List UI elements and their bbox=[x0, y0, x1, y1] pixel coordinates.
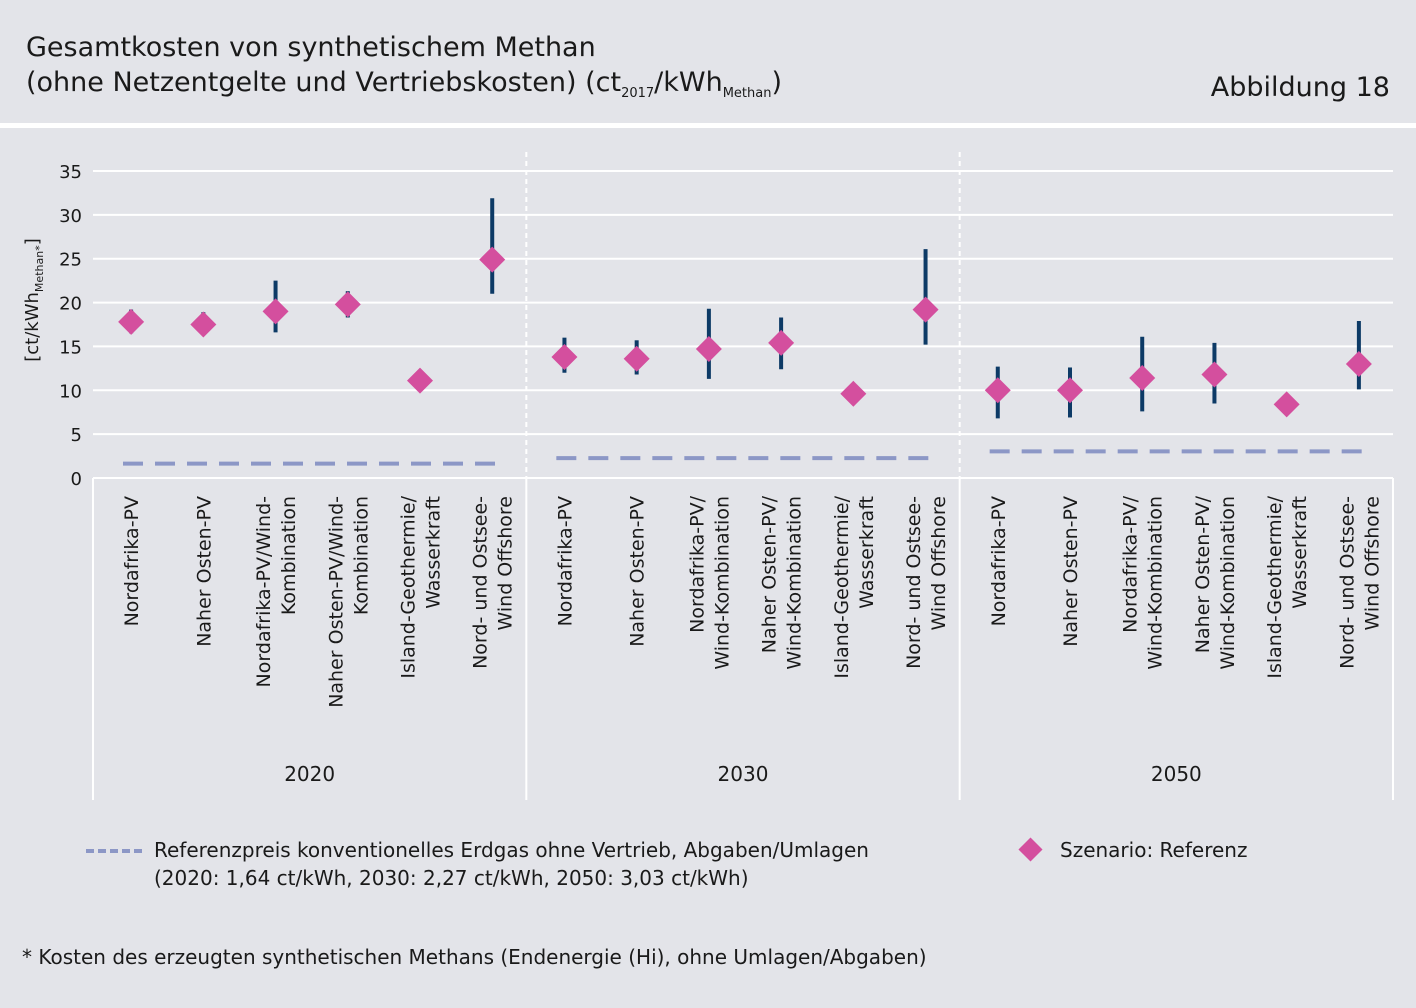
scenario-diamond bbox=[768, 329, 795, 356]
year-label: 2020 bbox=[284, 762, 335, 786]
title-line-2-main: (ohne Netzentgelte und Vertriebskosten) … bbox=[26, 67, 622, 98]
category-label: Island-Geothermie/Wasserkraft bbox=[831, 495, 878, 678]
title-line-2: (ohne Netzentgelte und Vertriebskosten) … bbox=[26, 65, 782, 111]
category-label: Nord- und Ostsee- Wind Offshore bbox=[470, 496, 517, 669]
year-label: 2050 bbox=[1151, 762, 1202, 786]
scenario-diamond bbox=[262, 298, 289, 325]
scenario-diamond bbox=[1273, 391, 1300, 418]
category-label: Naher Osten-PV bbox=[193, 496, 215, 647]
scenario-diamond bbox=[1057, 377, 1083, 404]
scenario-diamond bbox=[190, 311, 217, 338]
category-label: Naher Osten-PV/Wind-Kombination bbox=[759, 495, 806, 669]
chart-title: Gesamtkosten von synthetischem Methan (o… bbox=[26, 30, 782, 111]
category-label: Naher Osten-PV bbox=[627, 496, 649, 647]
category-label: Naher Osten-PV/Wind-Kombination bbox=[325, 496, 372, 708]
legend-reference-line-1: Referenzpreis konventionelles Erdgas ohn… bbox=[154, 838, 869, 862]
header-separator bbox=[0, 123, 1416, 128]
legend-reference-line-2: (2020: 1,64 ct/kWh, 2030: 2,27 ct/kWh, 2… bbox=[154, 866, 749, 890]
legend-scenario-label: Szenario: Referenz bbox=[1060, 838, 1248, 862]
category-label: Island-Geothermie/Wasserkraft bbox=[398, 495, 445, 678]
scenario-diamond bbox=[623, 345, 650, 372]
category-label: Nord- und Ostsee- Wind Offshore bbox=[903, 496, 950, 669]
y-tick-label: 10 bbox=[59, 381, 82, 402]
y-tick-label: 0 bbox=[71, 469, 82, 490]
scenario-diamond bbox=[551, 343, 578, 370]
scenario-diamond bbox=[695, 336, 722, 363]
y-tick-label: 15 bbox=[59, 337, 82, 358]
category-label: Naher Osten-PV/Wind-Kombination bbox=[1192, 495, 1239, 669]
title-sub-methan: Methan bbox=[722, 86, 772, 101]
y-tick-label: 30 bbox=[59, 206, 82, 227]
legend-diamond-icon bbox=[1018, 837, 1043, 862]
y-tick-label: 20 bbox=[59, 294, 82, 315]
y-axis-label: [ct/kWhMethan*] bbox=[22, 238, 46, 361]
category-label: Nordafrika-PV bbox=[554, 496, 576, 626]
scenario-diamond bbox=[912, 296, 939, 323]
category-label: Nord- und Ostsee- Wind Offshore bbox=[1336, 496, 1383, 669]
scenario-diamond bbox=[1345, 350, 1372, 377]
legend-reference-price: Referenzpreis konventionelles Erdgas ohn… bbox=[86, 836, 869, 892]
scenario-diamond bbox=[1201, 361, 1228, 388]
title-line-2-end: ) bbox=[771, 67, 783, 98]
category-label: Nordafrika-PV/Wind-Kombination bbox=[1120, 495, 1167, 669]
category-label: Nordafrika-PV bbox=[121, 496, 143, 626]
legend-scenario: Szenario: Referenz bbox=[1018, 836, 1247, 864]
scenario-diamond bbox=[407, 367, 433, 394]
scenario-diamond bbox=[118, 308, 145, 335]
y-tick-label: 5 bbox=[71, 425, 82, 446]
category-label: Nordafrika-PV bbox=[988, 496, 1010, 626]
footnote: * Kosten des erzeugten synthetischen Met… bbox=[22, 945, 927, 969]
category-label: Island-Geothermie/Wasserkraft bbox=[1264, 495, 1311, 678]
scenario-diamond bbox=[984, 377, 1011, 404]
scenario-diamond bbox=[840, 380, 867, 407]
category-label: Naher Osten-PV bbox=[1060, 496, 1082, 647]
figure-label: Abbildung 18 bbox=[1210, 72, 1390, 103]
y-tick-label: 35 bbox=[59, 162, 82, 183]
category-label: Nordafrika-PV/Wind-Kombination bbox=[253, 496, 300, 687]
category-label: Nordafrika-PV/Wind-Kombination bbox=[686, 495, 733, 669]
scenario-diamond bbox=[1129, 365, 1156, 392]
title-line-1: Gesamtkosten von synthetischem Methan bbox=[26, 32, 596, 63]
legend-dash-icon bbox=[86, 849, 142, 853]
title-sub-year: 2017 bbox=[621, 86, 655, 101]
scenario-diamond bbox=[334, 291, 361, 318]
year-label: 2030 bbox=[718, 762, 769, 786]
scenario-diamond bbox=[479, 246, 506, 273]
title-line-2-unit: /kWh bbox=[654, 67, 723, 98]
y-tick-label: 25 bbox=[59, 250, 82, 271]
